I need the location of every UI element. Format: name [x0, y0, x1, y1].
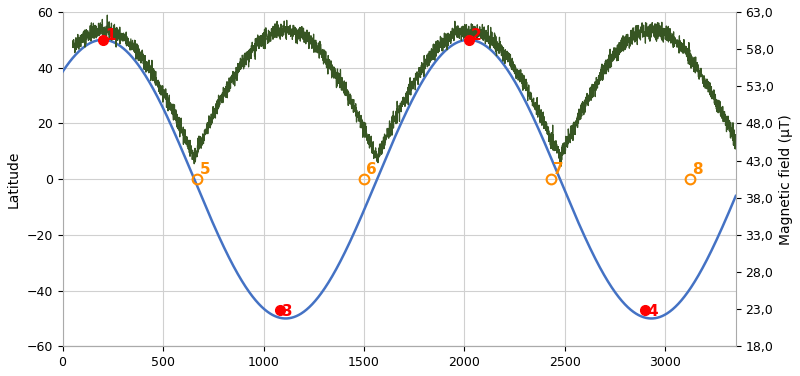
Y-axis label: Latitude: Latitude: [7, 150, 21, 208]
Text: 5: 5: [200, 162, 210, 177]
Text: 1: 1: [106, 28, 116, 43]
Text: 8: 8: [692, 162, 702, 177]
Text: 7: 7: [554, 162, 564, 177]
Text: 6: 6: [366, 162, 377, 177]
Text: 2: 2: [471, 28, 482, 43]
Text: 3: 3: [282, 304, 293, 319]
Y-axis label: Magnetic field (µT): Magnetic field (µT): [779, 114, 793, 244]
Text: 4: 4: [648, 304, 658, 319]
